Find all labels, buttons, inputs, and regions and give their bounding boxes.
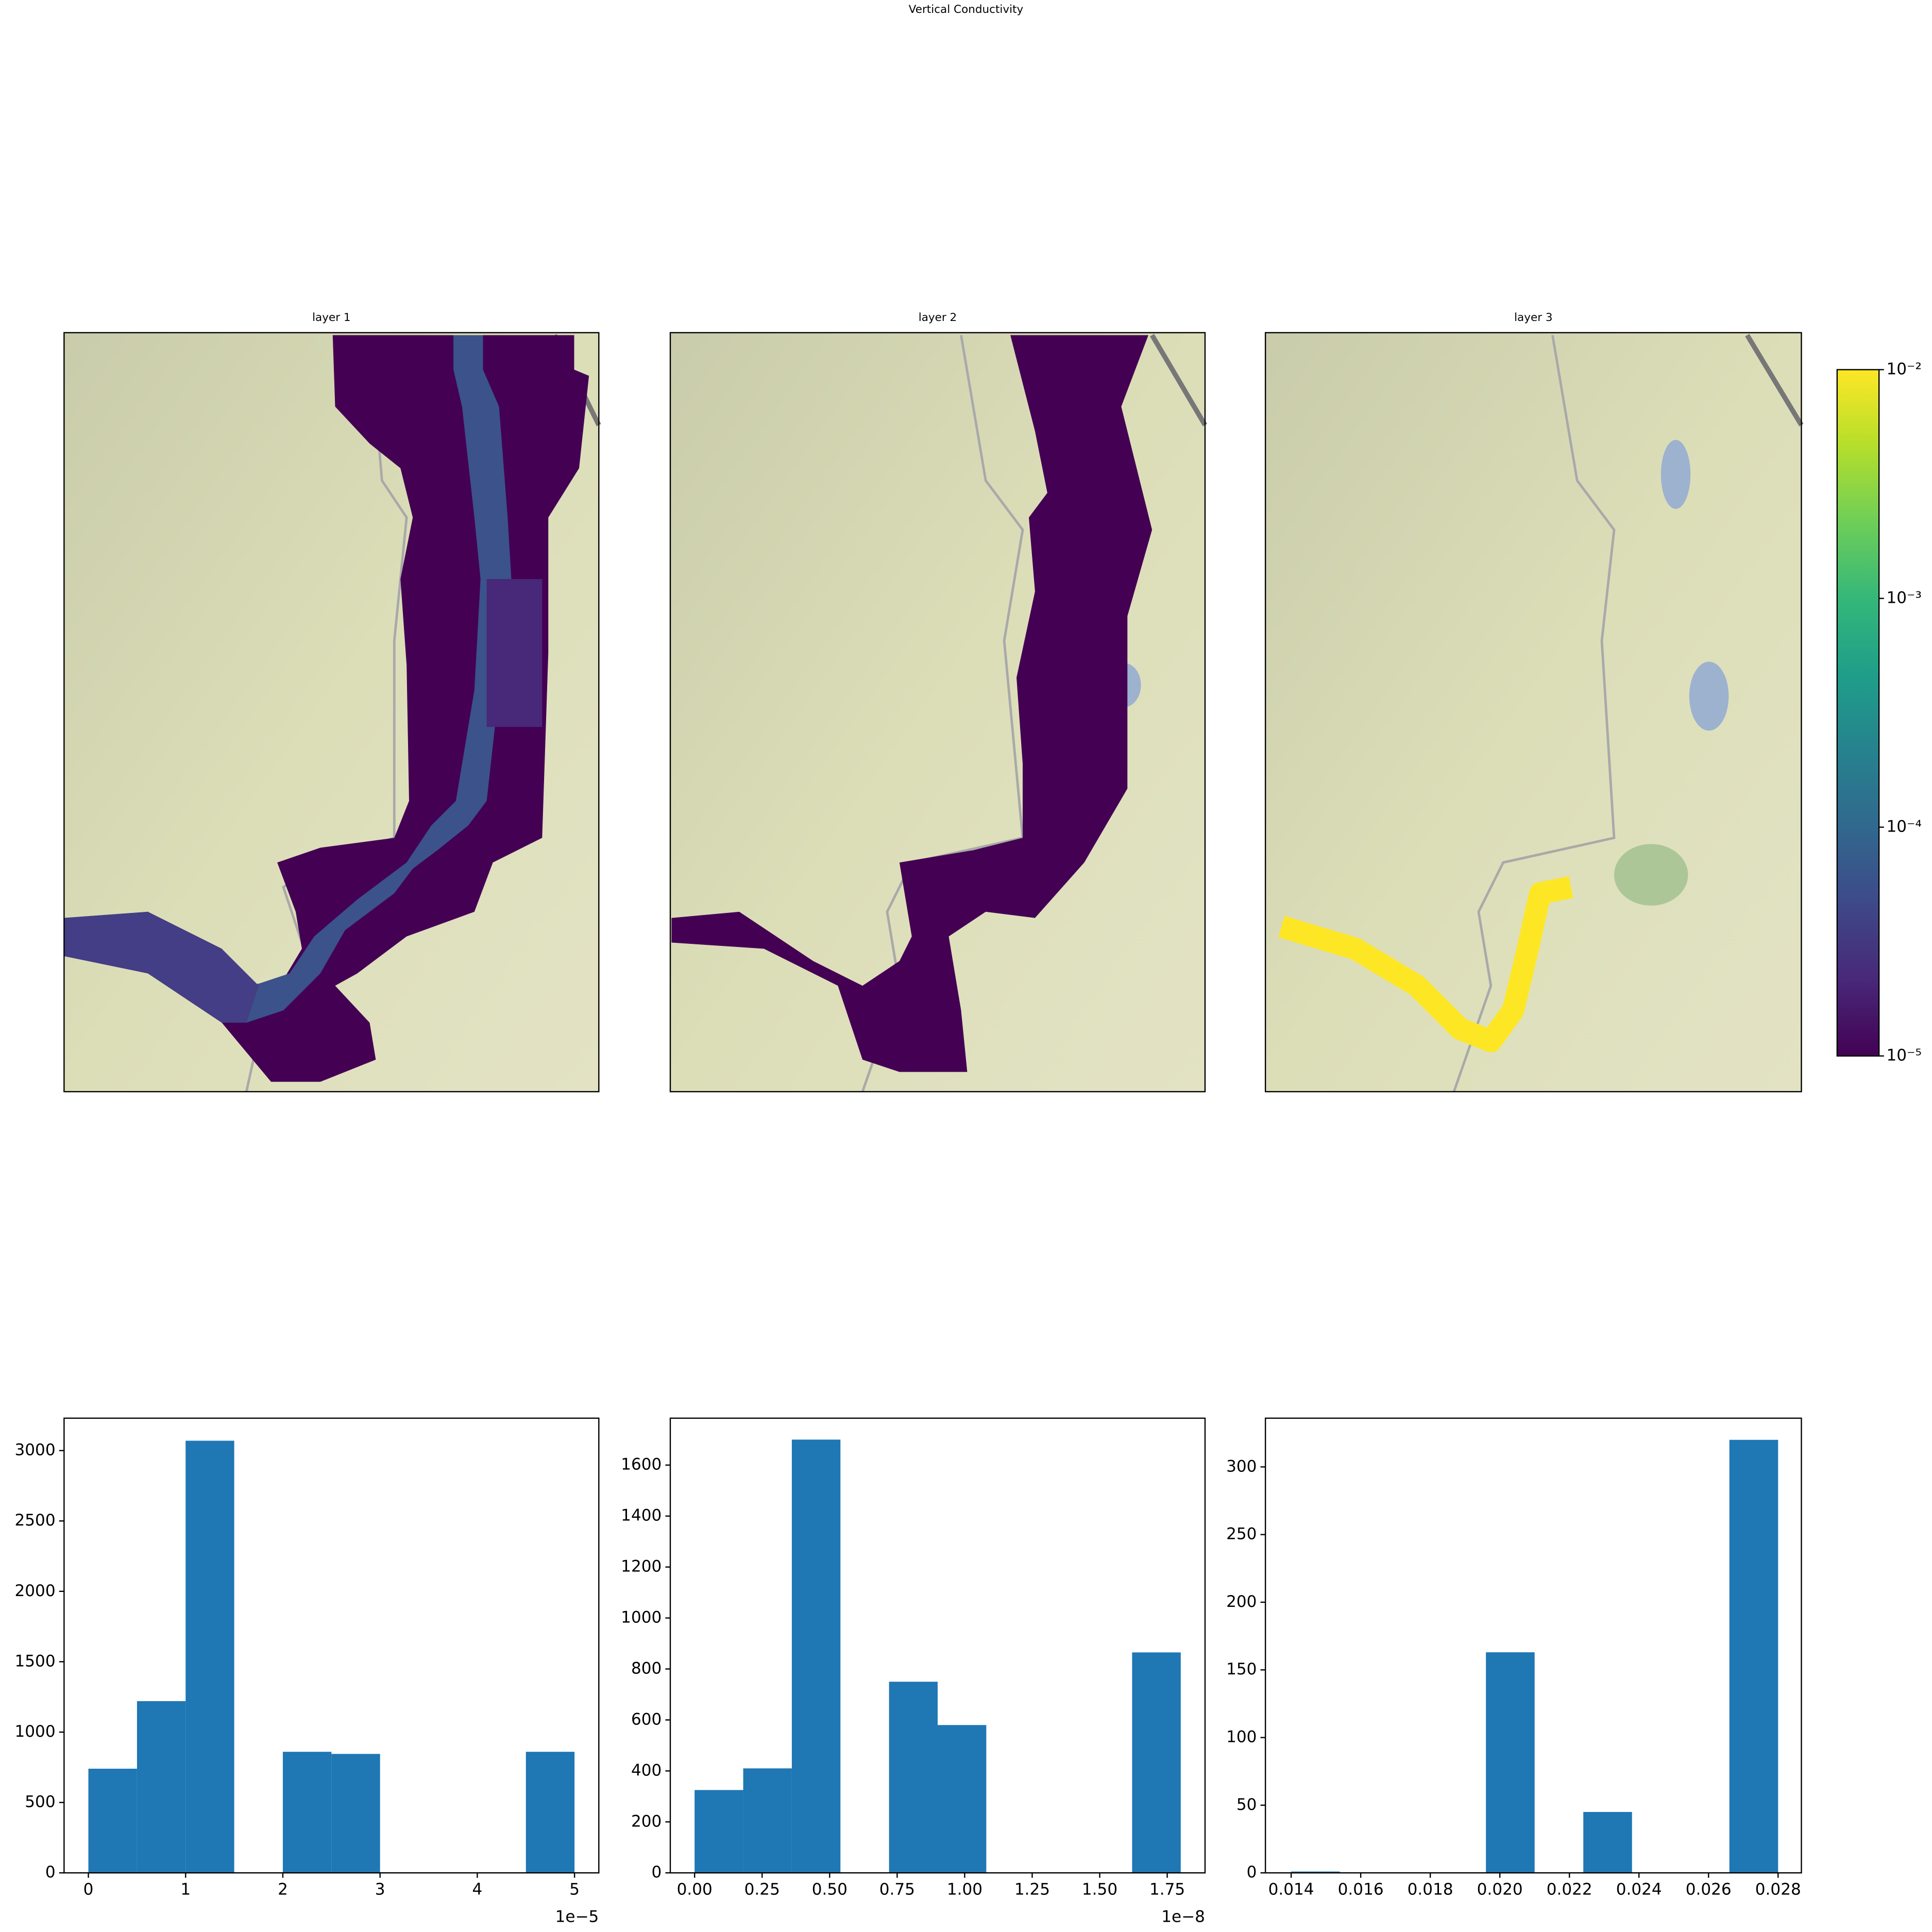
y-tick-label: 1000 — [621, 1608, 662, 1627]
y-tick-label: 100 — [1226, 1728, 1257, 1747]
colorbar-tick-label: 10⁻² — [1887, 360, 1922, 378]
bar — [937, 1725, 987, 1873]
bar — [282, 1752, 332, 1873]
colorbar-tick-label: 10⁻⁴ — [1887, 818, 1922, 836]
colorbar-tick-label: 10⁻⁵ — [1887, 1046, 1922, 1065]
colorbar — [1836, 369, 1880, 1057]
x-tick-label: 0.028 — [1755, 1880, 1801, 1899]
bar — [694, 1790, 743, 1873]
bar — [743, 1768, 792, 1873]
x-tick-label: 0.026 — [1686, 1880, 1732, 1899]
x-tick-label: 1.25 — [1014, 1880, 1050, 1899]
x-tick-label: 0.016 — [1338, 1880, 1384, 1899]
x-tick-label: 0.00 — [677, 1880, 713, 1899]
x-tick-label: 0.024 — [1616, 1880, 1662, 1899]
bar — [331, 1754, 380, 1873]
x-tick-label: 1.75 — [1149, 1880, 1185, 1899]
y-tick-label: 1600 — [621, 1455, 662, 1474]
bar — [88, 1769, 137, 1873]
panel-title: layer 2 — [919, 311, 957, 324]
x-tick-label: 3 — [375, 1880, 385, 1899]
bar — [1486, 1652, 1535, 1873]
y-tick-label: 200 — [1226, 1592, 1257, 1611]
colorbar-tick-label: 10⁻³ — [1887, 589, 1922, 607]
bar — [526, 1752, 575, 1873]
x-offset-label: 1e−5 — [555, 1907, 599, 1926]
x-tick-label: 2 — [278, 1880, 288, 1899]
bar — [1729, 1439, 1778, 1873]
x-tick-label: 0.014 — [1268, 1880, 1314, 1899]
y-tick-label: 250 — [1226, 1525, 1257, 1544]
y-tick-label: 2000 — [15, 1582, 56, 1600]
y-tick-label: 3000 — [15, 1441, 56, 1460]
y-tick-label: 200 — [631, 1812, 662, 1831]
x-tick-label: 0 — [83, 1880, 94, 1899]
bar — [1291, 1871, 1340, 1873]
x-offset-label: 1e−8 — [1161, 1907, 1205, 1926]
map-layer-2 — [669, 332, 1208, 1093]
map-layer-3 — [1264, 332, 1804, 1093]
x-tick-label: 1.50 — [1082, 1880, 1117, 1899]
y-tick-label: 500 — [25, 1793, 55, 1811]
panel-title: layer 1 — [312, 311, 351, 324]
x-tick-label: 0.75 — [879, 1880, 915, 1899]
y-tick-label: 0 — [651, 1863, 662, 1882]
x-tick-label: 1 — [180, 1880, 191, 1899]
bar — [791, 1439, 841, 1873]
y-tick-label: 1200 — [621, 1557, 662, 1576]
panel-title: layer 3 — [1514, 311, 1553, 324]
x-tick-label: 1.00 — [947, 1880, 982, 1899]
x-tick-label: 0.50 — [812, 1880, 848, 1899]
bar — [1583, 1812, 1632, 1873]
axes-frame — [63, 1417, 600, 1874]
x-tick-label: 0.020 — [1477, 1880, 1523, 1899]
bar — [185, 1440, 234, 1873]
x-tick-label: 0.25 — [744, 1880, 780, 1899]
y-tick-label: 0 — [1247, 1863, 1257, 1882]
map-layer-1 — [63, 332, 601, 1093]
axes-frame — [1264, 1417, 1802, 1874]
y-tick-label: 1400 — [621, 1506, 662, 1525]
bar — [1132, 1652, 1181, 1873]
bar — [137, 1701, 186, 1873]
y-tick-label: 150 — [1226, 1660, 1257, 1679]
y-tick-label: 1000 — [15, 1722, 56, 1741]
bar — [889, 1682, 938, 1873]
y-tick-label: 600 — [631, 1710, 662, 1728]
x-tick-label: 0.022 — [1547, 1880, 1592, 1899]
x-tick-label: 4 — [472, 1880, 483, 1899]
x-tick-label: 0.018 — [1408, 1880, 1453, 1899]
y-tick-label: 300 — [1226, 1457, 1257, 1476]
y-tick-label: 0 — [45, 1863, 56, 1882]
y-tick-label: 50 — [1236, 1795, 1257, 1814]
figure-title: Vertical Conductivity — [909, 3, 1024, 16]
y-tick-label: 1500 — [15, 1652, 56, 1670]
y-tick-label: 800 — [631, 1659, 662, 1677]
y-tick-label: 400 — [631, 1761, 662, 1780]
axes-frame — [669, 1417, 1206, 1874]
y-tick-label: 2500 — [15, 1511, 56, 1530]
x-tick-label: 5 — [569, 1880, 580, 1899]
